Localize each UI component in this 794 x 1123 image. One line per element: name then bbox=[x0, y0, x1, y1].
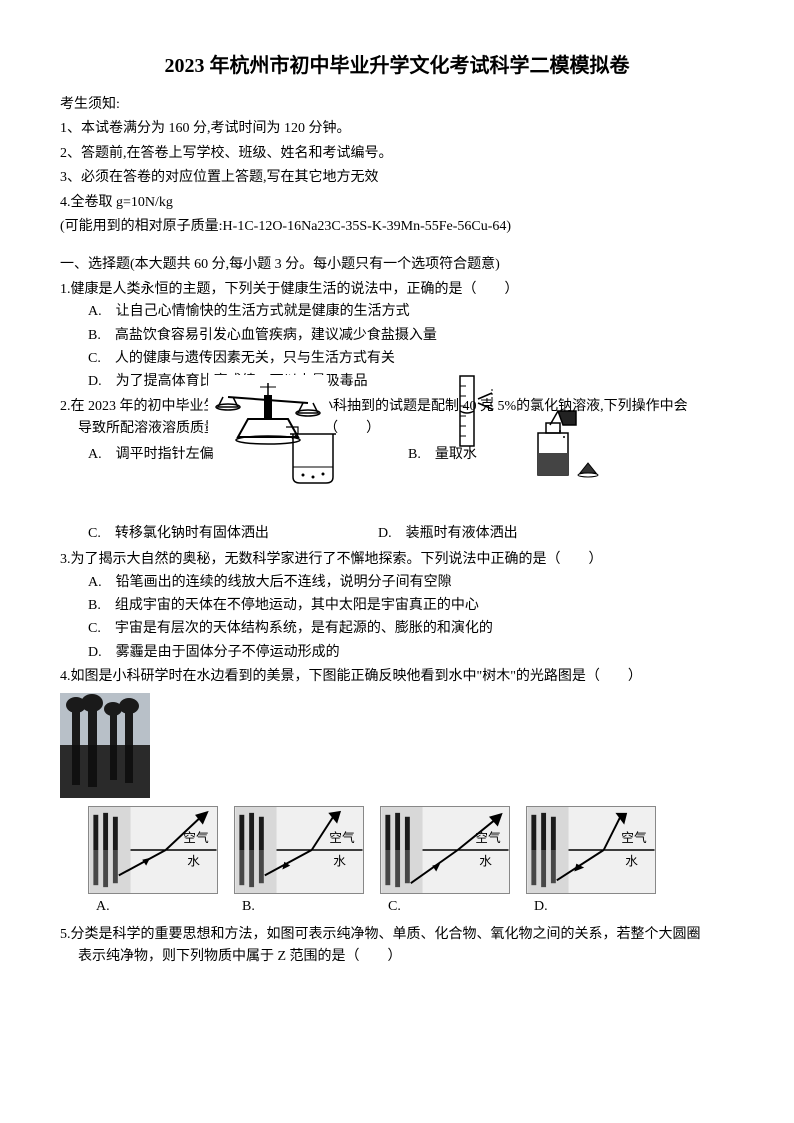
svg-text:水: 水 bbox=[625, 854, 638, 868]
q3-option-b: B. 组成宇宙的天体在不停地运动，其中太阳是宇宙真正的中心 bbox=[60, 595, 734, 617]
q4-option-b: 空气 水 B. bbox=[234, 806, 364, 918]
q4-option-d: 空气 水 D. bbox=[526, 806, 656, 918]
q2-row-cd: C. 转移氯化钠时有固体洒出 D. 装瓶时有液体洒出 bbox=[60, 523, 734, 545]
q4-label-d: D. bbox=[526, 896, 548, 918]
notice-item-1: 1、本试卷满分为 160 分,考试时间为 120 分钟。 bbox=[60, 118, 734, 140]
q5-text: 5.分类是科学的重要思想和方法，如图可表示纯净物、单质、化合物、氧化物之间的关系… bbox=[60, 924, 734, 946]
q4-option-c: 空气 水 C. bbox=[380, 806, 510, 918]
notice-item-2: 2、答题前,在答卷上写学校、班级、姓名和考试编号。 bbox=[60, 143, 734, 165]
svg-text:空气: 空气 bbox=[329, 830, 355, 845]
question-2: 2.在 2023 年的初中毕业生实验操作考查中,小科抽到的试题是配制 40 克 … bbox=[60, 396, 734, 546]
scene-photo bbox=[60, 693, 734, 798]
section-header: 一、选择题(本大题共 60 分,每小题 3 分。每小题只有一个选项符合题意) bbox=[60, 254, 734, 276]
q4-label-b: B. bbox=[234, 896, 255, 918]
beaker-figure bbox=[278, 419, 348, 489]
svg-text:水: 水 bbox=[479, 854, 492, 868]
question-4: 4.如图是小科研学时在水边看到的美景，下图能正确反映他看到水中"树木"的光路图是… bbox=[60, 666, 734, 918]
svg-text:水: 水 bbox=[333, 854, 346, 868]
q3-option-c: C. 宇宙是有层次的天体结构系统，是有起源的、膨胀的和演化的 bbox=[60, 618, 734, 640]
q4-label-c: C. bbox=[380, 896, 401, 918]
notice-header: 考生须知: bbox=[60, 94, 734, 116]
q3-option-d: D. 雾霾是由于固体分子不停运动形成的 bbox=[60, 642, 734, 664]
q1-option-a: A. 让自己心情愉快的生活方式就是健康的生活方式 bbox=[60, 301, 734, 323]
q2-row-ab: A. 调平时指针左偏 B. 量取水 bbox=[60, 444, 734, 466]
q4-options: 空气 水 A. 空气 水 bbox=[60, 806, 734, 918]
q2-label-d: D. 装瓶时有液体洒出 bbox=[378, 523, 518, 545]
notice-item-5: (可能用到的相对原子质量:H-1C-12O-16Na23C-35S-K-39Mn… bbox=[60, 216, 734, 238]
q4-text: 4.如图是小科研学时在水边看到的美景，下图能正确反映他看到水中"树木"的光路图是… bbox=[60, 666, 734, 688]
notice-item-3: 3、必须在答卷的对应位置上答题,写在其它地方无效 bbox=[60, 167, 734, 189]
q1-option-c: C. 人的健康与遗传因素无关，只与生活方式有关 bbox=[60, 348, 734, 370]
q2-text: 2.在 2023 年的初中毕业生实验操作考查中,小科抽到的试题是配制 40 克 … bbox=[60, 396, 734, 418]
question-1: 1.健康是人类永恒的主题，下列关于健康生活的说法中，正确的是（ ） A. 让自己… bbox=[60, 279, 734, 394]
q4-label-a: A. bbox=[88, 896, 110, 918]
cylinder-figure bbox=[448, 371, 498, 451]
svg-text:空气: 空气 bbox=[183, 830, 209, 845]
svg-text:水: 水 bbox=[187, 854, 200, 868]
q2-text2: 导致所配溶液溶质质量分数大于 5%的是（ ） bbox=[60, 418, 734, 440]
q2-label-a: A. 调平时指针左偏 bbox=[88, 444, 214, 466]
question-3: 3.为了揭示大自然的奥秘，无数科学家进行了不懈地探索。下列说法中正确的是（ ） … bbox=[60, 549, 734, 664]
question-5: 5.分类是科学的重要思想和方法，如图可表示纯净物、单质、化合物、氧化物之间的关系… bbox=[60, 924, 734, 969]
svg-text:空气: 空气 bbox=[621, 830, 647, 845]
q3-text: 3.为了揭示大自然的奥秘，无数科学家进行了不懈地探索。下列说法中正确的是（ ） bbox=[60, 549, 734, 571]
q1-option-d: D. 为了提高体育比赛成绩，可以少量吸毒品 bbox=[60, 371, 734, 393]
bottle-figure bbox=[508, 403, 608, 483]
notice-item-4: 4.全卷取 g=10N/kg bbox=[60, 192, 734, 214]
q5-text2: 表示纯净物，则下列物质中属于 Z 范围的是（ ） bbox=[60, 946, 734, 968]
q4-option-a: 空气 水 A. bbox=[88, 806, 218, 918]
page-title: 2023 年杭州市初中毕业升学文化考试科学二模模拟卷 bbox=[60, 50, 734, 82]
q3-option-a: A. 铅笔画出的连续的线放大后不连线，说明分子间有空隙 bbox=[60, 572, 734, 594]
q2-label-c: C. 转移氯化钠时有固体洒出 bbox=[88, 523, 269, 545]
q1-option-b: B. 高盐饮食容易引发心血管疾病，建议减少食盐摄入量 bbox=[60, 325, 734, 347]
q1-text: 1.健康是人类永恒的主题，下列关于健康生活的说法中，正确的是（ ） bbox=[60, 279, 734, 301]
